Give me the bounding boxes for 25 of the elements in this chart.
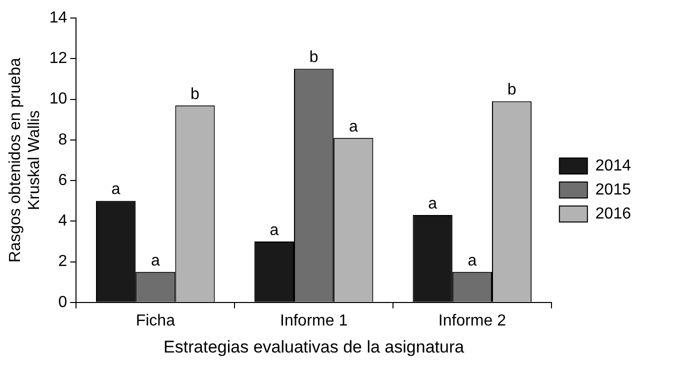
data-label: a	[428, 195, 438, 212]
data-label: a	[468, 252, 477, 270]
x-tick-label: Ficha	[136, 312, 176, 330]
y-tick-label: 8	[58, 131, 68, 148]
x-axis-title: Estrategias evaluativas de la asignatura	[164, 337, 465, 356]
data-label: a	[111, 181, 120, 198]
data-label: b	[309, 49, 318, 66]
y-tick-label: 6	[58, 172, 68, 189]
x-tick-label: Informe 1	[280, 312, 348, 330]
x-tick-label: Informe 2	[438, 312, 506, 330]
data-label: b	[507, 82, 516, 99]
y-tick-label: 4	[58, 212, 68, 230]
data-label: a	[270, 222, 279, 239]
y-tick-label: 2	[58, 253, 68, 270]
y-tick-label: 12	[49, 50, 68, 68]
y-tick-label: 0	[58, 294, 68, 311]
data-label: a	[150, 252, 160, 270]
y-tick-label: 10	[49, 90, 68, 108]
legend-label: 2014	[595, 157, 632, 174]
y-tick-label: 14	[49, 9, 68, 26]
data-label: b	[190, 86, 200, 103]
legend-label: 2015	[595, 181, 632, 198]
data-label: a	[348, 118, 358, 136]
y-axis-title: Rasgos obtenidos en prueba Kruskal Wallis	[7, 58, 44, 262]
legend-label: 2016	[595, 205, 632, 222]
